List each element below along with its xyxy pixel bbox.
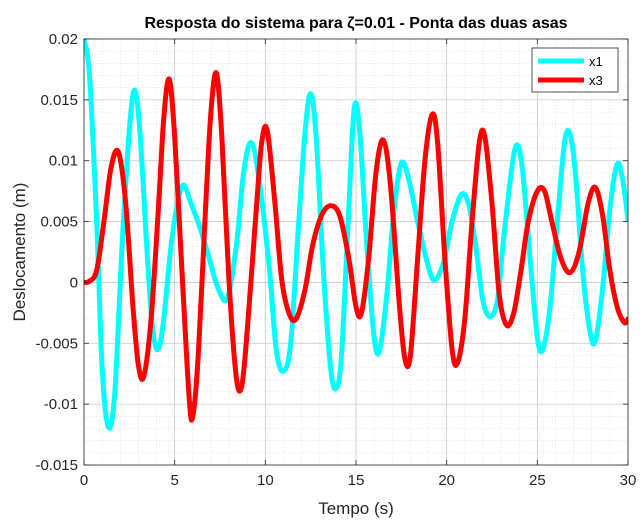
series-line-x3 [84,70,628,423]
legend-label-x3: x3 [589,73,603,88]
legend-label-x1: x1 [589,54,603,69]
series-line-x1 [84,39,628,431]
axis-ticks [83,38,629,466]
x-tick-label: 25 [529,472,546,489]
x-tick-labels: 0 5 10 15 20 25 30 [80,472,637,489]
legend-box [531,47,619,93]
y-axis-label: Deslocamento (m) [10,183,29,322]
y-tick-label: 0.01 [49,153,78,170]
y-tick-label: 0 [70,274,78,291]
y-tick-label: -0.005 [35,335,78,352]
x-tick-label: 10 [257,472,274,489]
x-tick-label: 0 [80,472,88,489]
y-tick-label: 0.005 [40,214,78,231]
x-tick-label: 20 [438,472,455,489]
x-tick-label: 15 [348,472,365,489]
y-tick-labels: -0.015 -0.01 -0.005 0 0.005 0.01 0.015 0.02 [35,31,78,474]
series-layer [84,39,628,431]
chart-title: Resposta do sistema para ζ=0.01 - Ponta … [144,15,567,32]
y-tick-label: 0.02 [49,31,78,48]
y-tick-label: 0.015 [40,92,78,109]
x-tick-label: 5 [170,472,178,489]
x-axis-label: Tempo (s) [318,499,394,518]
y-tick-label: -0.015 [35,457,78,474]
x-tick-label: 30 [620,472,637,489]
y-tick-label: -0.01 [44,396,78,413]
